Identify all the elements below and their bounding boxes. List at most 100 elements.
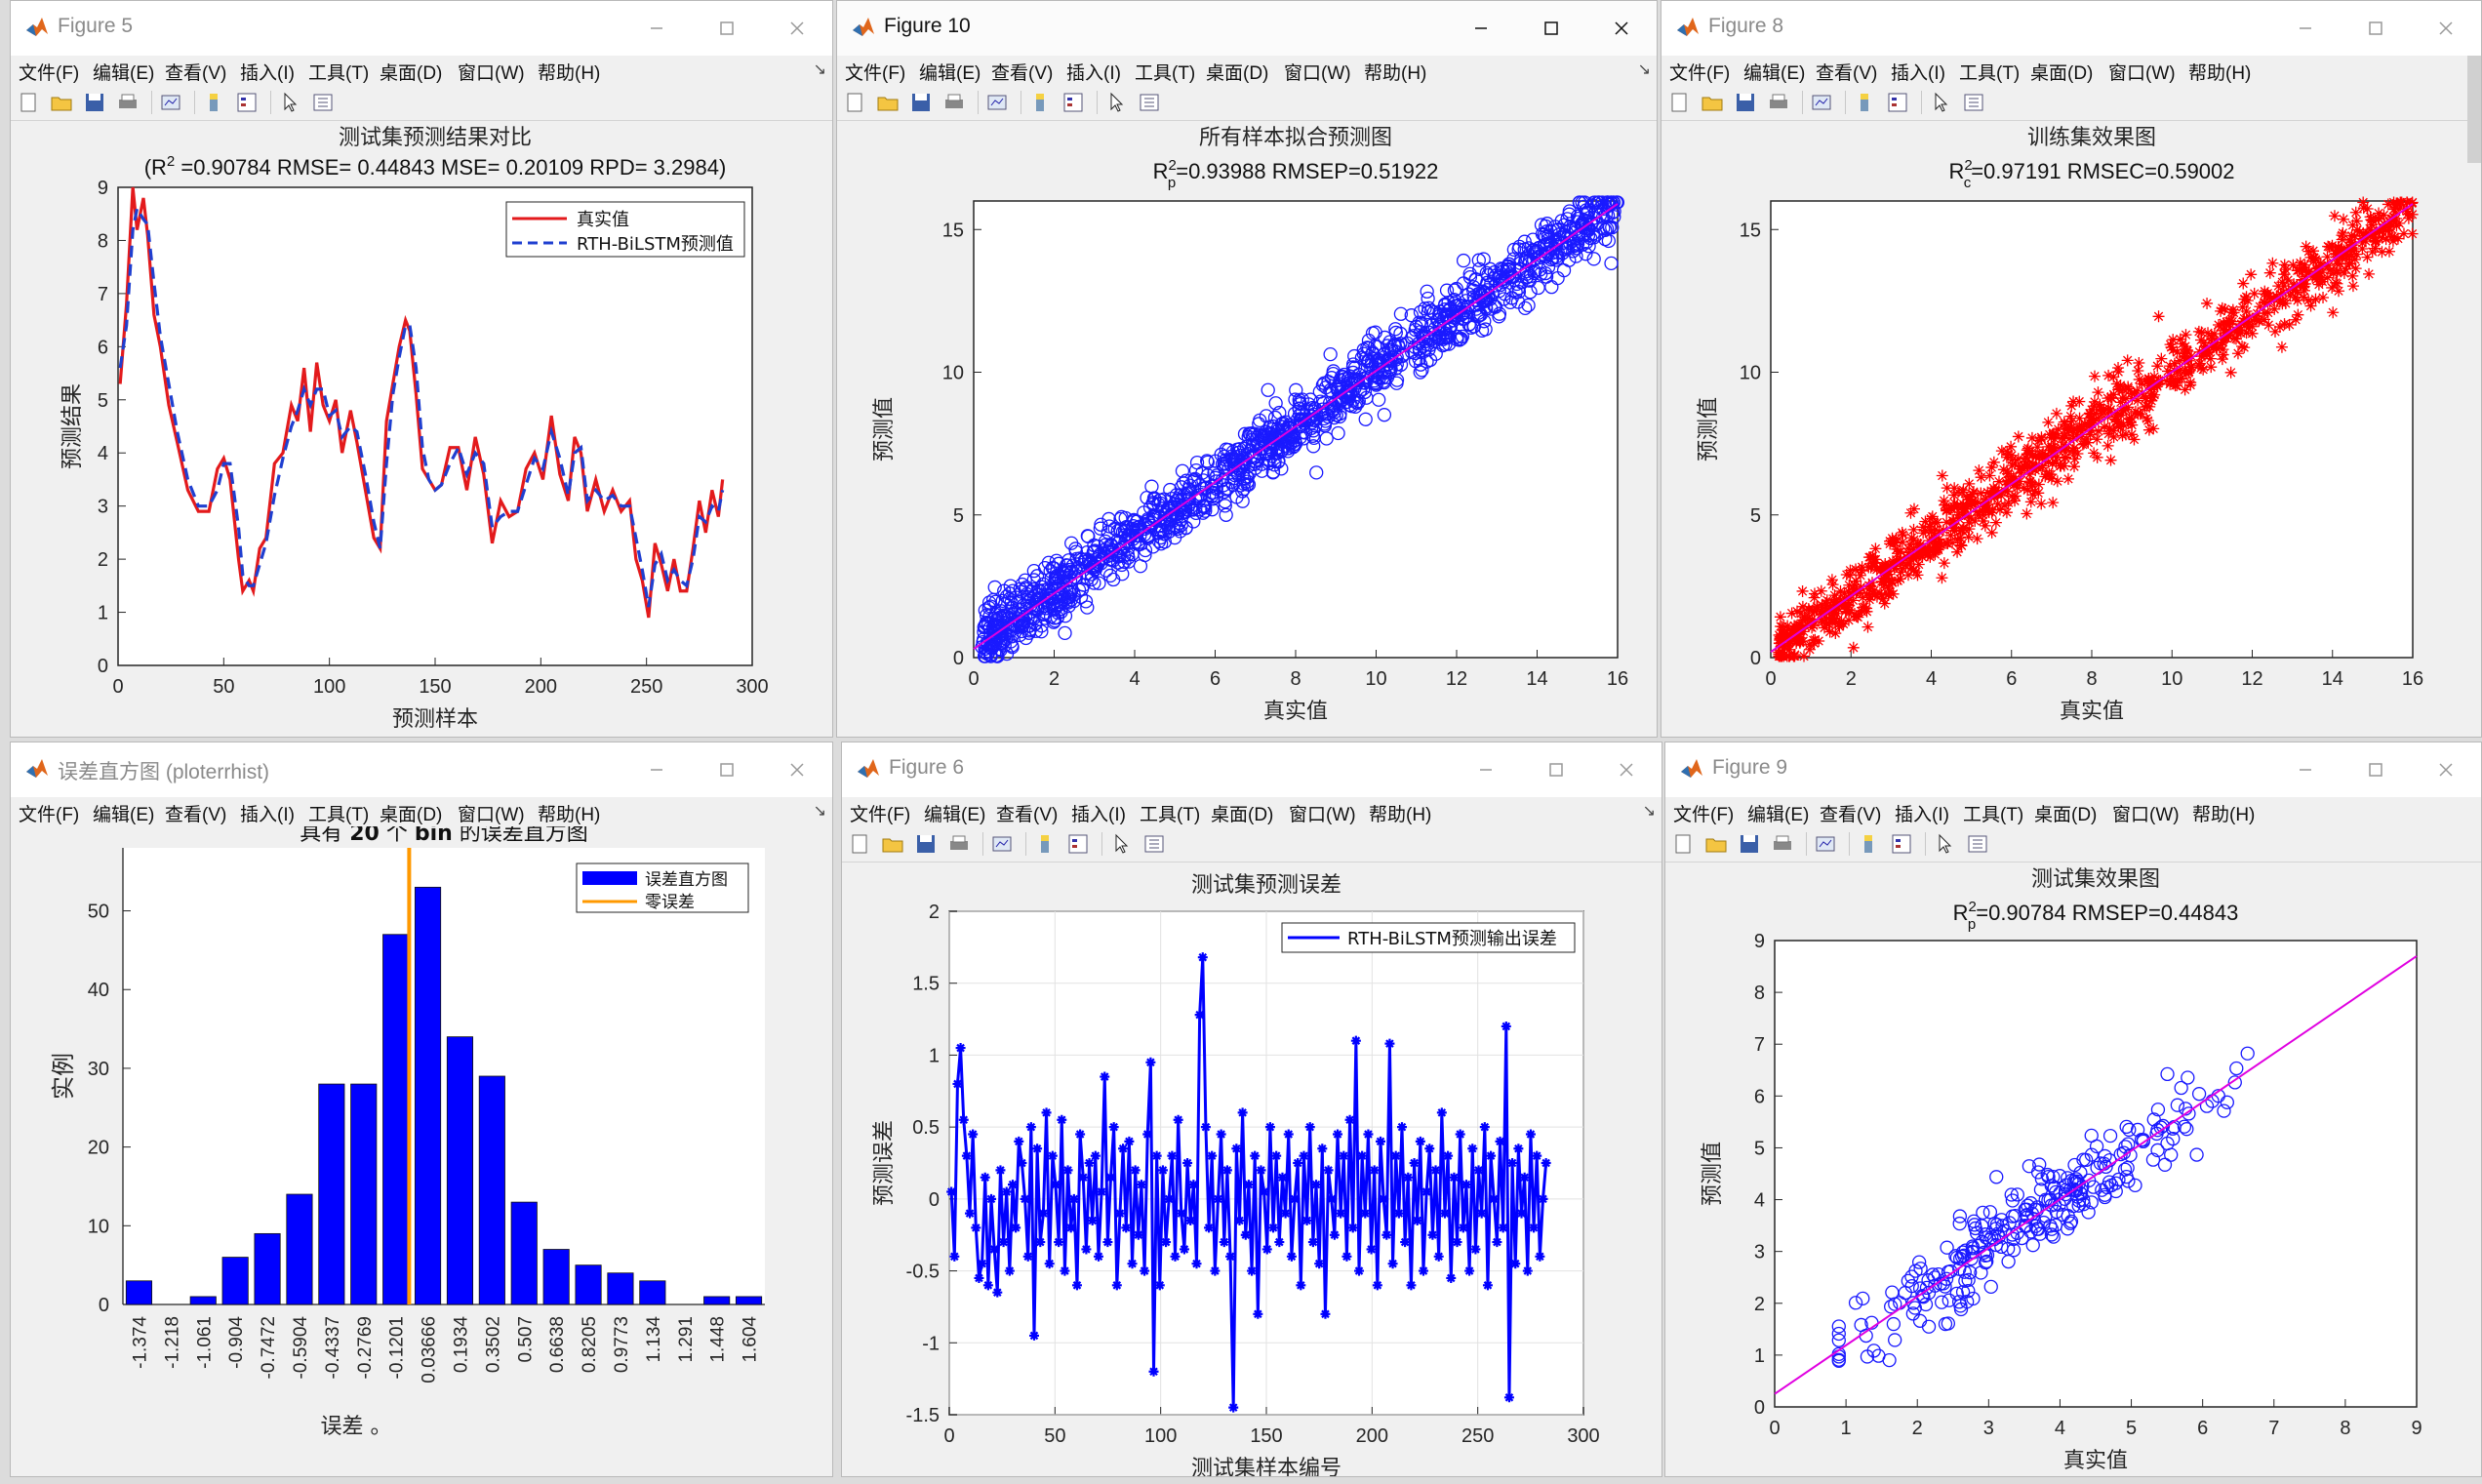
link-plot-icon[interactable] [1810, 91, 1833, 114]
menu-desktop[interactable]: 桌面(D) [2034, 805, 2098, 825]
menu-edit[interactable]: 编辑(E) [924, 805, 986, 825]
pointer-icon[interactable] [278, 91, 301, 114]
new-figure-icon[interactable] [1667, 91, 1691, 114]
save-icon[interactable] [1734, 91, 1757, 114]
property-editor-icon[interactable] [1138, 91, 1161, 114]
menu-window[interactable]: 窗口(W) [2108, 63, 2176, 84]
title-bar[interactable]: Figure 6 [842, 742, 1661, 797]
menu-help[interactable]: 帮助(H) [2188, 63, 2252, 84]
menu-help[interactable]: 帮助(H) [1369, 805, 1432, 825]
menu-insert[interactable]: 插入(I) [1891, 63, 1945, 84]
menu-help[interactable]: 帮助(H) [538, 805, 601, 825]
scrollbar[interactable] [2467, 56, 2481, 163]
menu-desktop[interactable]: 桌面(D) [1206, 63, 1269, 84]
pointer-icon[interactable] [1933, 832, 1956, 856]
open-file-icon[interactable] [876, 91, 900, 114]
dock-arrow-icon[interactable]: ↘ [813, 803, 826, 820]
minimize-button[interactable] [1446, 1, 1516, 56]
menu-view[interactable]: 查看(V) [165, 805, 227, 825]
menu-edit[interactable]: 编辑(E) [93, 805, 155, 825]
colorbar-icon[interactable] [1033, 832, 1057, 856]
menu-file[interactable]: 文件(F) [1669, 63, 1731, 84]
dock-arrow-icon[interactable]: ↘ [1637, 61, 1651, 78]
save-icon[interactable] [909, 91, 933, 114]
minimize-button[interactable] [2270, 742, 2341, 797]
title-bar[interactable]: 误差直方图 (ploterrhist) [11, 742, 832, 797]
menu-help[interactable]: 帮助(H) [538, 63, 601, 84]
menu-file[interactable]: 文件(F) [19, 63, 80, 84]
menu-desktop[interactable]: 桌面(D) [380, 63, 443, 84]
maximize-button[interactable] [2341, 1, 2411, 56]
menu-tools[interactable]: 工具(T) [1963, 805, 2024, 825]
open-file-icon[interactable] [1701, 91, 1724, 114]
legend-icon[interactable] [1890, 832, 1913, 856]
close-button[interactable] [2411, 1, 2481, 56]
link-plot-icon[interactable] [1814, 832, 1837, 856]
legend-icon[interactable] [1886, 91, 1909, 114]
open-file-icon[interactable] [1704, 832, 1728, 856]
title-bar[interactable]: Figure 9 [1665, 742, 2481, 797]
menu-view[interactable]: 查看(V) [996, 805, 1059, 825]
print-icon[interactable] [116, 91, 140, 114]
link-plot-icon[interactable] [985, 91, 1009, 114]
maximize-button[interactable] [692, 742, 762, 797]
menu-tools[interactable]: 工具(T) [1135, 63, 1196, 84]
menu-window[interactable]: 窗口(W) [458, 805, 525, 825]
colorbar-icon[interactable] [202, 91, 225, 114]
menu-insert[interactable]: 插入(I) [240, 63, 295, 84]
menu-view[interactable]: 查看(V) [165, 63, 227, 84]
save-icon[interactable] [83, 91, 106, 114]
minimize-button[interactable] [1451, 742, 1521, 797]
pointer-icon[interactable] [1109, 832, 1133, 856]
property-editor-icon[interactable] [1966, 832, 1989, 856]
colorbar-icon[interactable] [1857, 832, 1880, 856]
minimize-button[interactable] [2270, 1, 2341, 56]
menu-view[interactable]: 查看(V) [1816, 63, 1878, 84]
menu-insert[interactable]: 插入(I) [1895, 805, 1949, 825]
menu-edit[interactable]: 编辑(E) [919, 63, 981, 84]
colorbar-icon[interactable] [1853, 91, 1876, 114]
pointer-icon[interactable] [1929, 91, 1952, 114]
minimize-button[interactable] [621, 742, 692, 797]
dock-arrow-icon[interactable]: ↘ [813, 61, 826, 78]
close-button[interactable] [1586, 1, 1657, 56]
print-icon[interactable] [947, 832, 971, 856]
link-plot-icon[interactable] [159, 91, 182, 114]
title-bar[interactable]: Figure 8 [1661, 1, 2481, 56]
menu-window[interactable]: 窗口(W) [2112, 805, 2180, 825]
menu-view[interactable]: 查看(V) [991, 63, 1054, 84]
close-button[interactable] [762, 742, 832, 797]
legend-icon[interactable] [235, 91, 259, 114]
legend-icon[interactable] [1061, 91, 1085, 114]
open-file-icon[interactable] [881, 832, 904, 856]
menu-tools[interactable]: 工具(T) [308, 805, 370, 825]
close-button[interactable] [1591, 742, 1661, 797]
menu-help[interactable]: 帮助(H) [2192, 805, 2256, 825]
maximize-button[interactable] [2341, 742, 2411, 797]
new-figure-icon[interactable] [17, 91, 40, 114]
menu-tools[interactable]: 工具(T) [1140, 805, 1201, 825]
open-file-icon[interactable] [50, 91, 73, 114]
new-figure-icon[interactable] [1671, 832, 1695, 856]
menu-window[interactable]: 窗口(W) [458, 63, 525, 84]
menu-edit[interactable]: 编辑(E) [93, 63, 155, 84]
title-bar[interactable]: Figure 5 [11, 1, 832, 56]
print-icon[interactable] [942, 91, 966, 114]
menu-insert[interactable]: 插入(I) [1066, 63, 1121, 84]
menu-edit[interactable]: 编辑(E) [1747, 805, 1810, 825]
colorbar-icon[interactable] [1028, 91, 1052, 114]
menu-view[interactable]: 查看(V) [1820, 805, 1882, 825]
close-button[interactable] [2411, 742, 2481, 797]
menu-desktop[interactable]: 桌面(D) [380, 805, 443, 825]
link-plot-icon[interactable] [990, 832, 1014, 856]
property-editor-icon[interactable] [311, 91, 335, 114]
title-bar[interactable]: Figure 10 [837, 1, 1657, 56]
menu-insert[interactable]: 插入(I) [1071, 805, 1126, 825]
menu-file[interactable]: 文件(F) [845, 63, 906, 84]
legend-icon[interactable] [1066, 832, 1090, 856]
save-icon[interactable] [1738, 832, 1761, 856]
maximize-button[interactable] [1521, 742, 1591, 797]
menu-file[interactable]: 文件(F) [19, 805, 80, 825]
menu-desktop[interactable]: 桌面(D) [1211, 805, 1274, 825]
menu-help[interactable]: 帮助(H) [1364, 63, 1427, 84]
